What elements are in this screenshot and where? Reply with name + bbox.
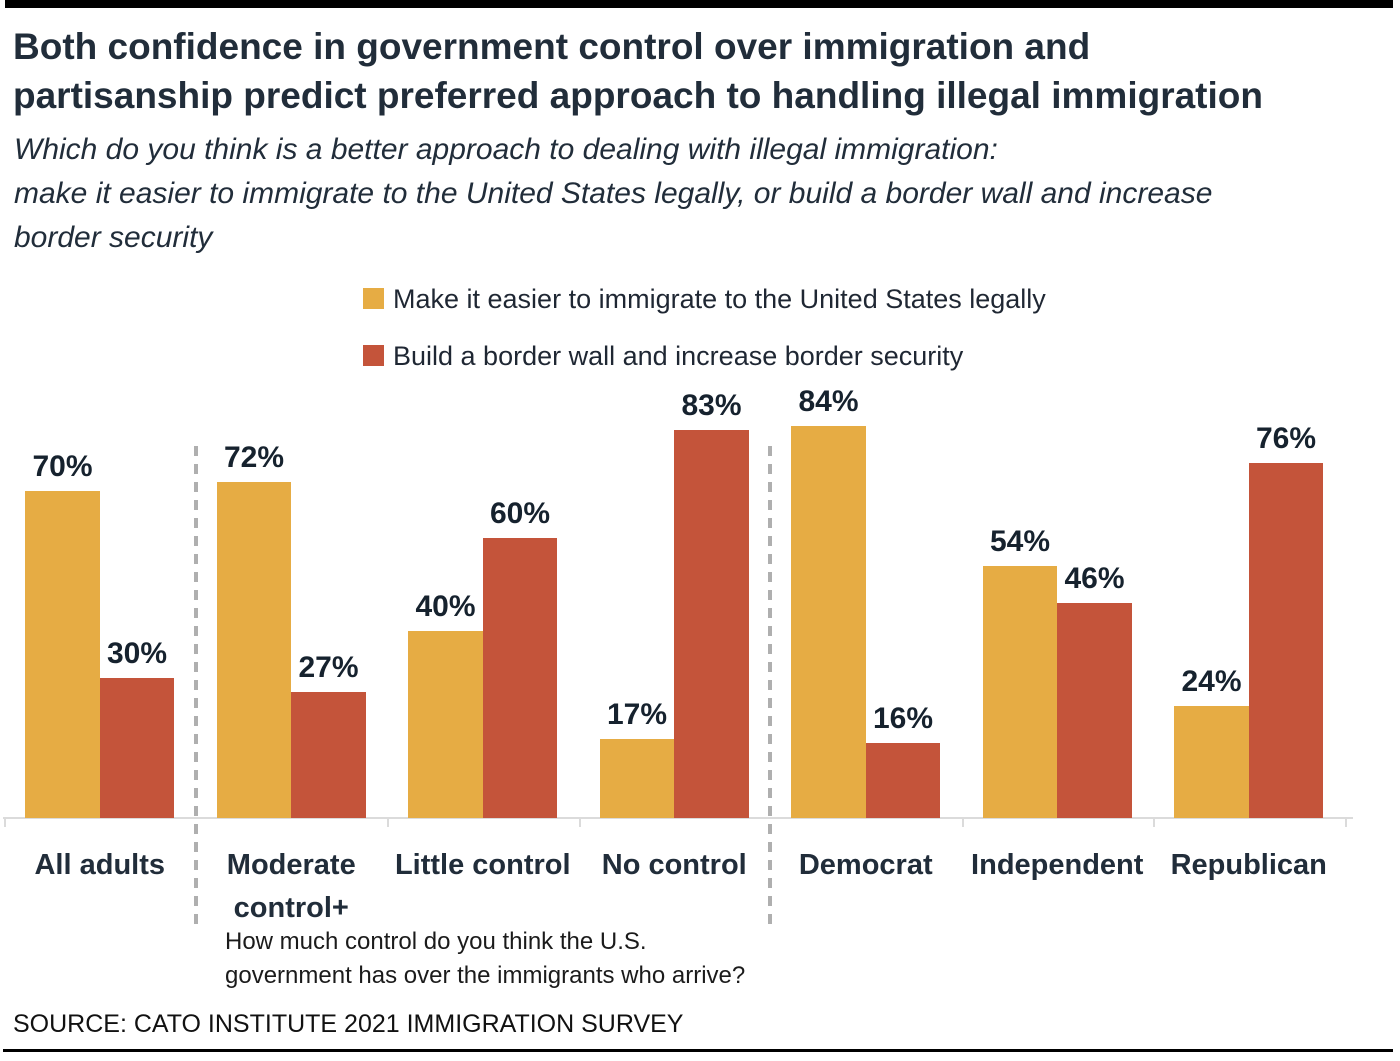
axis-tick [578,818,581,827]
bar-easier-republican [1174,706,1249,818]
bar-wall-independent [1057,603,1132,818]
legend-label-make-easier: Make it easier to immigrate to the Unite… [393,284,1046,314]
bar-easier-no-control [599,739,675,818]
category-label-democrat: Democrat [798,849,933,881]
bar-value-label: 83% [681,389,742,422]
legend-swatch-yellow [363,288,384,309]
bar-easier-democrat [791,426,866,818]
bar-wall-democrat [865,743,941,818]
bar-value-label: 30% [106,637,168,670]
bar-value-label: 76% [1255,422,1317,455]
dashed-separator-line [193,446,198,928]
axis-tick [1153,818,1155,827]
bar-wall-republican [1248,463,1324,818]
axis-tick [961,818,964,827]
bar-value-label: 17% [606,698,668,731]
bar-wall-moderate-control- [291,692,366,818]
bar-value-label: 84% [798,385,859,418]
x-axis-line [3,817,1353,819]
category-label-all-adults: All adults [34,849,165,881]
control-question-footnote-line2: government has over the immigrants who a… [225,962,746,989]
bar-wall-no-control [674,430,749,818]
axis-tick [1344,818,1347,827]
chart-subtitle: Which do you think is a better approach … [14,128,1212,260]
bar-value-label: 54% [989,525,1051,558]
bar-value-label: 16% [872,702,934,735]
axis-tick [4,818,6,827]
axis-tick [387,818,389,827]
category-label-independent: Independent [971,849,1144,881]
legend-item-make-easier: Make it easier to immigrate to the Unite… [363,284,1046,315]
control-question-footnote: How much control do you think the U.S. g… [225,925,745,993]
source-credit: SOURCE: CATO INSTITUTE 2021 IMMIGRATION … [13,1010,684,1038]
bar-value-label: 70% [32,450,93,483]
category-label-republican: Republican [1170,849,1327,881]
bar-chart-plot-area: How much control do you think the U.S. g… [0,380,1400,1010]
top-rule [5,0,1393,8]
bar-value-label: 46% [1064,562,1125,595]
bar-value-label: 27% [298,651,359,684]
chart-title-line1: Both confidence in government control ov… [13,26,1091,67]
bar-wall-all-adults [99,678,175,818]
bar-easier-little-control [408,631,483,818]
bar-wall-little-control [482,538,558,818]
chart-subtitle-line2: make it easier to immigrate to the Unite… [14,177,1213,210]
bar-easier-all-adults [25,491,100,818]
legend-item-border-wall: Build a border wall and increase border … [363,341,1046,372]
chart-title-line2: partisanship predict preferred approach … [13,75,1263,116]
chart-title: Both confidence in government control ov… [13,22,1263,120]
bar-easier-moderate-control- [216,482,292,818]
bar-value-label: 72% [223,441,285,474]
chart-subtitle-line1: Which do you think is a better approach … [14,133,998,166]
chart-subtitle-line3: border security [14,221,213,254]
bar-easier-independent [982,566,1058,818]
bar-value-label: 24% [1181,665,1242,698]
legend: Make it easier to immigrate to the Unite… [363,284,1046,398]
legend-label-border-wall: Build a border wall and increase border … [393,341,964,371]
dashed-separator-line [768,446,772,928]
category-label-no-control: No control [601,849,747,881]
legend-swatch-red [363,345,384,366]
control-question-footnote-line1: How much control do you think the U.S. [225,928,647,955]
bar-value-label: 60% [489,497,551,530]
bar-value-label: 40% [415,590,476,623]
category-label-moderate-control-: Moderate control+ [226,849,356,924]
bottom-rule [3,1049,1393,1052]
category-label-little-control: Little control [394,849,571,881]
